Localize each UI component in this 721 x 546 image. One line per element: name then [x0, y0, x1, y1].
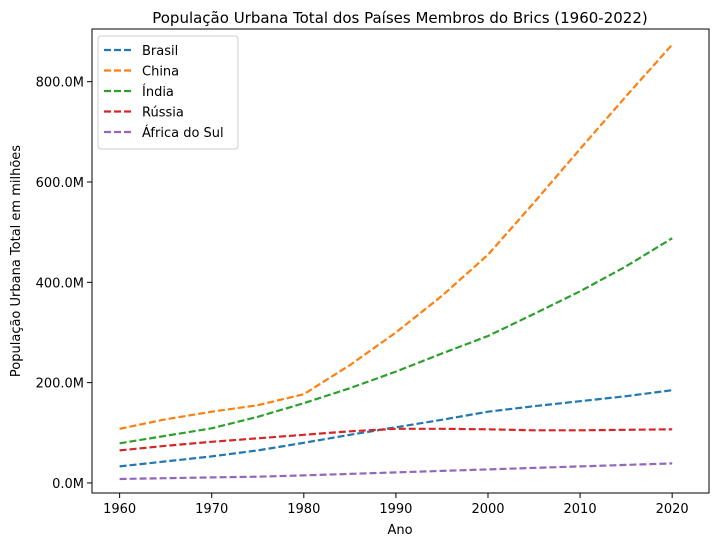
x-tick-label: 1960	[103, 502, 136, 517]
series-line-china	[119, 43, 674, 430]
series-lines	[119, 43, 674, 481]
y-tick-label: 600.0M	[36, 176, 84, 191]
x-tick-label: 1980	[287, 502, 320, 517]
chart-title: População Urbana Total dos Países Membro…	[152, 9, 648, 27]
y-axis: 0.0M 200.0M 400.0M 600.0M 800.0M	[36, 76, 92, 492]
x-axis: 1960 1970 1980 1990 2000 2010 2020	[103, 493, 689, 517]
y-tick-label: 0.0M	[52, 477, 84, 492]
y-tick-label: 400.0M	[36, 276, 84, 291]
plot-frame	[91, 28, 710, 494]
x-tick-label: 1970	[195, 502, 228, 517]
y-axis-label: População Urbana Total em milhões	[9, 145, 24, 377]
x-tick-label: 1990	[379, 502, 412, 517]
series-line-r-ssia	[119, 427, 673, 452]
y-tick-label: 800.0M	[36, 76, 84, 91]
y-tick-label: 200.0M	[36, 377, 84, 392]
legend-label: Índia	[142, 84, 174, 100]
x-tick-label: 2010	[564, 502, 597, 517]
series-line-brasil	[119, 389, 673, 468]
legend-box	[97, 35, 239, 150]
x-axis-label: Ano	[387, 523, 412, 538]
legend-label: África do Sul	[142, 125, 224, 141]
series-line--frica-do-sul	[119, 462, 673, 481]
x-tick-label: 2000	[471, 502, 504, 517]
legend-label: Brasil	[142, 44, 178, 59]
legend-label: Rússia	[142, 106, 184, 121]
x-tick-label: 2020	[656, 502, 689, 517]
legend: Brasil China Índia Rússia África do Sul	[97, 35, 239, 150]
series-line--ndia	[119, 237, 673, 445]
legend-label: China	[142, 65, 179, 80]
